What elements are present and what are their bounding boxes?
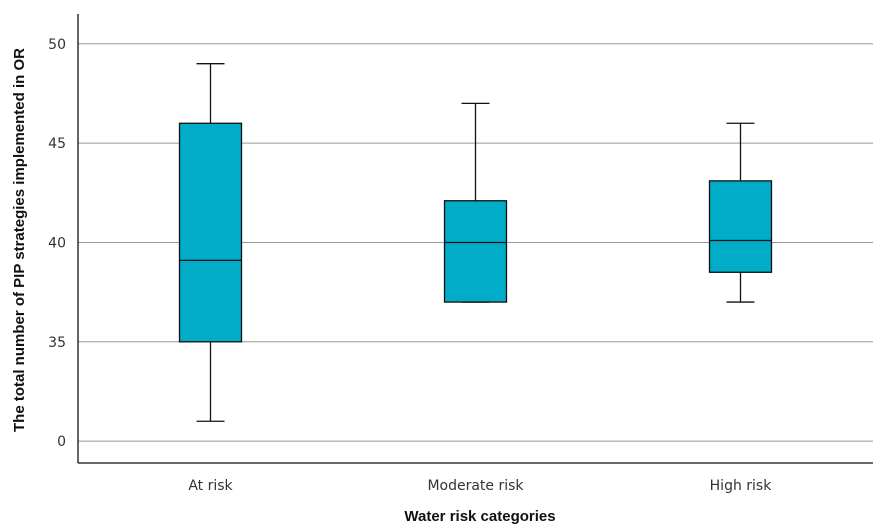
y-tick-label: 35	[48, 335, 66, 351]
axes	[77, 14, 873, 464]
y-tick-label: 45	[48, 136, 66, 152]
x-axis-title: Water risk categories	[404, 508, 555, 525]
y-tick-label: 40	[48, 235, 66, 251]
x-tick-labels: At risk Moderate risk High risk	[188, 478, 772, 494]
x-tick-label: At risk	[188, 478, 233, 494]
boxes	[178, 63, 773, 422]
iqr-box	[708, 180, 773, 273]
box-at-risk	[178, 63, 243, 422]
y-tick-label: 50	[48, 37, 66, 53]
y-tick-labels: 0 35 40 45 50	[48, 37, 66, 450]
iqr-box	[443, 200, 508, 303]
box-moderate-risk	[443, 102, 508, 303]
x-tick-label: High risk	[710, 478, 773, 494]
y-axis-title: The total number of PIP strategies imple…	[11, 48, 28, 432]
box-high-risk	[708, 122, 773, 303]
y-tick-label: 0	[57, 434, 66, 450]
x-tick-label: Moderate risk	[427, 478, 524, 494]
iqr-box	[178, 122, 243, 343]
